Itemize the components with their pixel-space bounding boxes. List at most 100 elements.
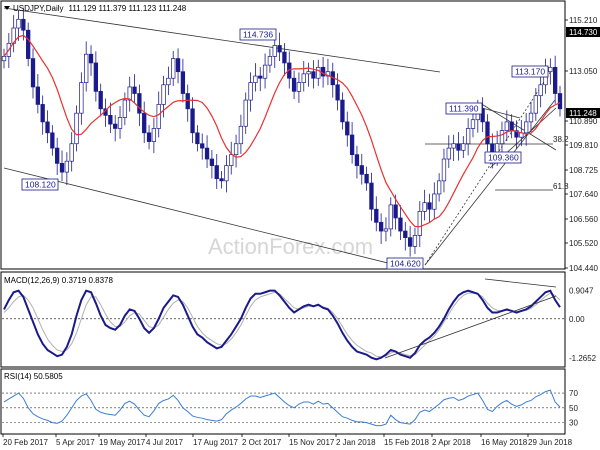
candle-body [403, 230, 408, 238]
price-layer [1, 7, 563, 267]
candle-body [407, 237, 413, 247]
x-tick-label: 29 Jun 2018 [528, 438, 573, 447]
callout-114736: 114.736 [239, 28, 277, 41]
candle-body [533, 95, 538, 114]
candle-body [161, 84, 166, 105]
x-tick-label: 15 Nov 2017 [289, 438, 335, 447]
candle-body [277, 45, 282, 53]
candle-body [209, 158, 215, 166]
x-tick-label: 19 May 2017 [99, 438, 146, 447]
svg-text:111.248: 111.248 [569, 109, 597, 118]
candle-body [296, 82, 302, 92]
fib-61-label: 61.8 [553, 182, 569, 191]
candle-body [35, 86, 40, 105]
watermark: ActionForex.com [208, 234, 373, 259]
candle-body [84, 53, 89, 83]
x-tick-label: 17 Aug 2017 [193, 438, 238, 447]
candle-body [320, 66, 326, 77]
rsi-tick-label: 70 [569, 389, 578, 398]
candle-body [248, 82, 253, 101]
candle-body [93, 62, 99, 92]
candle-body [195, 132, 200, 145]
candle-body [132, 86, 137, 94]
candle-body [461, 143, 466, 151]
dropdown-triangle-icon[interactable] [4, 6, 10, 10]
candle-body [354, 154, 360, 166]
price-tick-label: 106.560 [569, 215, 598, 224]
candle-body [171, 58, 176, 79]
candle-body [200, 143, 205, 149]
x-tick-label: 20 Feb 2017 [3, 438, 48, 447]
candle-body [524, 121, 529, 134]
candle-body [282, 51, 287, 64]
callout-104620: 104.620 [386, 257, 424, 270]
candle-body [553, 66, 558, 94]
candle-body [422, 202, 427, 212]
macd-signal-line [3, 291, 561, 358]
candle-body [349, 134, 355, 155]
callout-108120: 108.120 [21, 178, 59, 191]
candle-body [156, 104, 161, 129]
candle-body [26, 29, 31, 59]
candle-body [117, 117, 123, 129]
svg-text:109.360: 109.360 [488, 153, 519, 163]
x-tick-label: 16 May 2018 [481, 438, 528, 447]
macd-layer [2, 278, 565, 361]
candle-body [335, 84, 340, 101]
candle-body [238, 125, 244, 145]
candle-body [219, 178, 224, 182]
x-tick-label: 5 Apr 2017 [56, 438, 95, 447]
rally-dashed-line [424, 67, 554, 266]
candle-body [441, 158, 447, 182]
sma-line [3, 34, 561, 228]
macd-trend-line [484, 278, 557, 288]
candle-body [185, 93, 190, 110]
x-tick-label: 15 Feb 2018 [384, 438, 429, 447]
candle-body [59, 163, 65, 173]
candle-body [267, 56, 273, 66]
candle-body [233, 143, 239, 156]
candle-body [50, 132, 55, 149]
macd-trend-line [384, 295, 557, 359]
candle-body [446, 147, 451, 160]
candle-body [142, 112, 147, 134]
last-price-tag: 111.248 [566, 108, 600, 118]
trend-line-1 [3, 167, 401, 267]
candle-body [548, 66, 553, 73]
candle-body [45, 121, 50, 134]
candle-body [417, 211, 422, 236]
price-panel [0, 0, 566, 270]
svg-text:113.170: 113.170 [515, 67, 545, 77]
candle-body [127, 86, 132, 101]
price-tick-label: 108.725 [569, 166, 598, 175]
candle-body [509, 121, 514, 131]
callout-109360: 109.360 [484, 151, 522, 164]
x-tick-label: 4 Jul 2017 [146, 438, 183, 447]
candle-body [306, 71, 311, 75]
candle-body [262, 64, 268, 79]
candle-body [557, 93, 563, 110]
candle-body [272, 45, 277, 57]
callout-113170: 113.170 [511, 65, 549, 78]
level-tag-114730: 114.730 [566, 27, 600, 37]
macd-line [3, 289, 561, 361]
price-tick-label: 115.210 [569, 16, 598, 25]
svg-text:114.730: 114.730 [569, 28, 598, 37]
candle-body [175, 58, 181, 73]
candle-body [291, 77, 297, 92]
candle-body [393, 204, 398, 219]
candle-body [301, 73, 306, 83]
candle-body [287, 62, 292, 79]
candle-body [465, 128, 471, 145]
trend-line-5 [481, 107, 521, 119]
candle-body [190, 108, 195, 134]
fib-38-label: 38.2 [553, 135, 569, 144]
candle-body [398, 217, 403, 232]
candle-body [436, 180, 442, 195]
candle-body [122, 99, 128, 118]
x-tick-label: 2 Oct 2017 [242, 438, 282, 447]
candle-body [538, 84, 543, 97]
rsi-tick-label: 50 [569, 404, 578, 413]
ohlc-values: 111.129 111.379 111.123 111.248 [69, 4, 187, 13]
